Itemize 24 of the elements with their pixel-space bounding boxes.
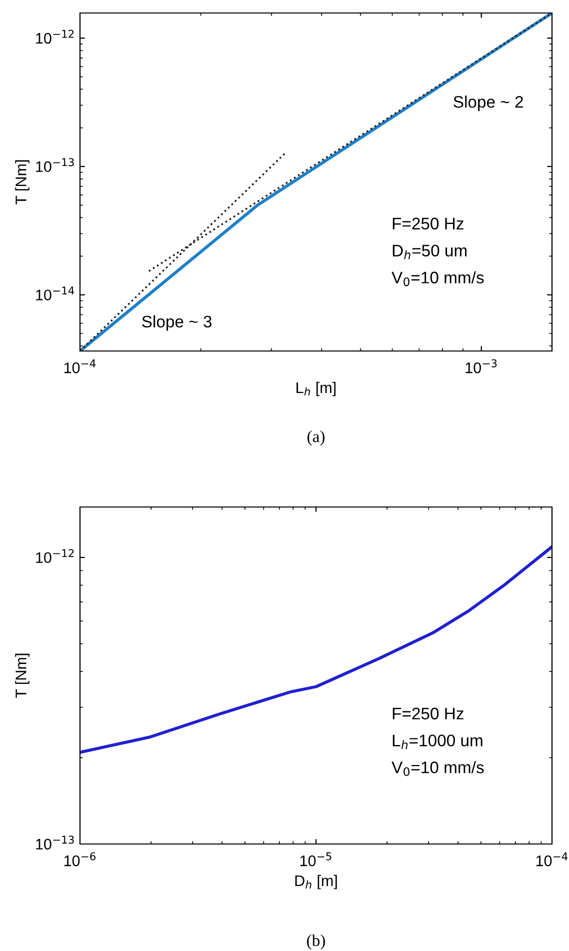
annotation: V$_{0}$=10 mm/s	[392, 271, 484, 286]
x-tick-label: 10$^{−5}$	[300, 852, 332, 866]
y-tick-label: 10$^{−12}$	[36, 549, 74, 564]
y-axis-title: T [Nm]	[15, 160, 30, 204]
x-tick-label: 10$^{−4}$	[536, 852, 568, 866]
x-axis-title: L$_{h}$ [m]	[296, 382, 336, 396]
annotation: F=250 Hz	[392, 218, 464, 230]
text: (b)	[307, 934, 325, 950]
x-tick-label: 10$^{−4}$	[64, 359, 96, 374]
y-tick-label: 10$^{−12}$	[36, 30, 74, 44]
y-tick-label: 10$^{−14}$	[36, 286, 74, 300]
y-tick-label: 10$^{−13}$	[36, 158, 74, 172]
y-tick-label: 10$^{−13}$	[36, 836, 74, 850]
x-tick-label: 10$^{−3}$	[466, 359, 497, 374]
annotation: F=250 Hz	[392, 708, 464, 720]
text: (a)	[307, 430, 325, 446]
x-axis-title: D$_{h}$ [m]	[295, 874, 337, 890]
annotation: D$_{h}$=50 um	[392, 244, 467, 260]
annotation: V$_{0}$=10 mm/s	[392, 761, 484, 776]
annotation: Slope ~ 3	[142, 315, 212, 331]
annotation: Slope ~ 2	[454, 96, 523, 112]
annotation: L$_{h}$=1000 um	[392, 734, 482, 749]
y-axis-title: T [Nm]	[15, 654, 30, 698]
x-tick-label: 10$^{−6}$	[64, 852, 96, 866]
